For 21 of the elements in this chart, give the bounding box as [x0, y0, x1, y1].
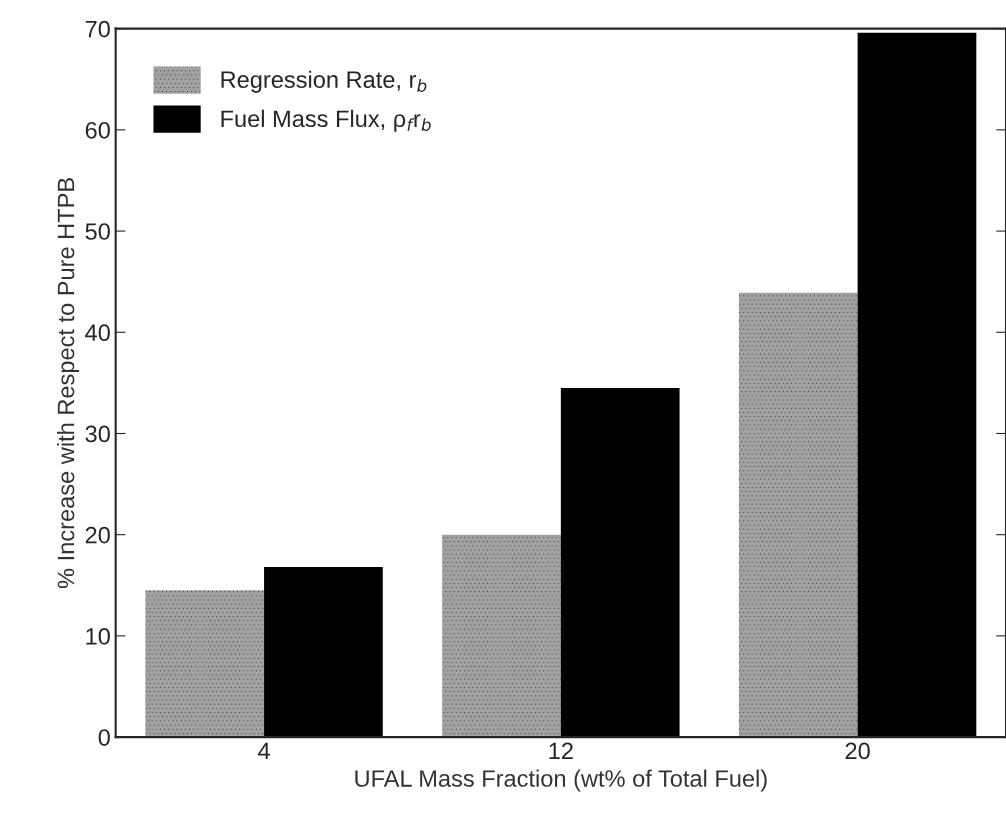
y-axis-title: % Increase with Respect to Pure HTPB: [57, 178, 80, 589]
bar: [442, 534, 561, 738]
y-tick-label: 50: [85, 223, 110, 240]
y-tick-label: 70: [85, 20, 110, 38]
legend-label: Regression Rate, r$_{b}$: [221, 70, 427, 93]
legend-label: Fuel Mass Flux, ρ$_{f}$r$_{b}$: [221, 109, 431, 132]
y-tick-label: 20: [85, 526, 110, 544]
y-tick-label: 60: [85, 121, 110, 139]
x-tick-label: 4: [258, 742, 270, 760]
bar: [738, 292, 858, 738]
bar: [560, 387, 680, 738]
y-tick-label: 0: [98, 729, 110, 746]
y-tick-label: 40: [85, 324, 110, 342]
bar: [264, 567, 383, 738]
y-tick-label: 10: [86, 627, 110, 645]
x-tick-label: 12: [549, 742, 573, 760]
x-axis-title: UFAL Mass Fraction (wt% of Total Fuel): [355, 769, 767, 792]
x-tick-label: 20: [845, 742, 870, 760]
y-tick-label: 30: [85, 425, 110, 443]
bar: [145, 590, 265, 738]
bar: [857, 32, 977, 738]
